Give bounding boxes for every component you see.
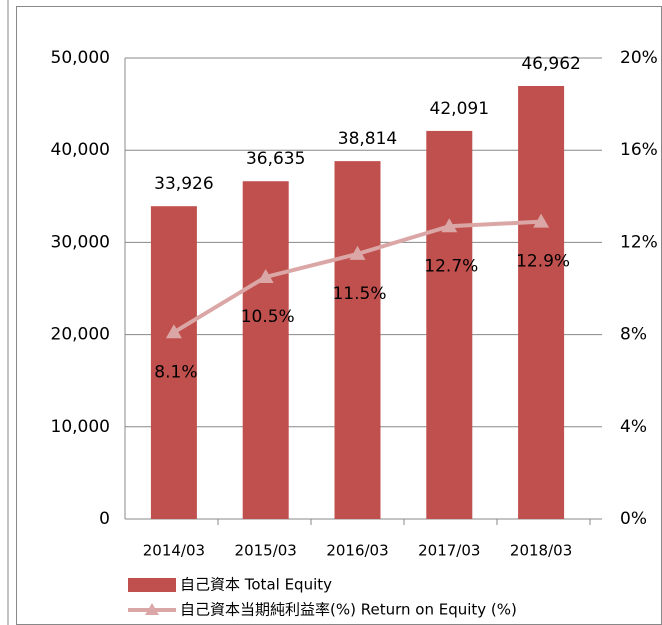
y-tick-label: 50,000: [51, 48, 110, 68]
legend-swatch: [128, 578, 176, 592]
data-label: 8.1%: [154, 362, 197, 382]
bar: [334, 161, 381, 519]
data-label: 11.5%: [332, 284, 386, 304]
x-tick-label: 2017/03: [418, 542, 480, 560]
bar: [242, 181, 289, 520]
data-label: 33,926: [154, 174, 213, 194]
marker: [441, 218, 458, 233]
data-label: 36,635: [246, 149, 305, 169]
y-tick-label: 0: [99, 509, 110, 529]
x-tick-label: 2015/03: [235, 542, 297, 560]
bar: [426, 130, 473, 520]
y2-tick-label: 8%: [620, 325, 647, 345]
y-tick-label: 30,000: [51, 232, 110, 252]
y2-tick-label: 16%: [620, 140, 658, 160]
x-tick-label: 2018/03: [510, 542, 572, 560]
marker: [533, 213, 550, 228]
data-label: 46,962: [521, 54, 580, 74]
bar: [518, 86, 565, 519]
data-label: 42,091: [430, 99, 489, 119]
legend-label: 自己資本当期純利益率(%) Return on Equity (%): [180, 601, 517, 619]
data-label: 12.9%: [516, 252, 570, 272]
data-label: 12.7%: [424, 256, 478, 276]
y-tick-label: 20,000: [51, 325, 110, 345]
marker: [349, 245, 366, 260]
y-tick-label: 40,000: [51, 140, 110, 160]
marker: [257, 268, 274, 283]
y2-tick-label: 20%: [620, 48, 658, 68]
y2-tick-label: 0%: [620, 509, 647, 529]
y2-tick-label: 12%: [620, 232, 658, 252]
marker: [165, 324, 182, 339]
legend-label: 自己資本 Total Equity: [180, 576, 332, 594]
legend-marker: [145, 603, 159, 615]
x-tick-label: 2016/03: [326, 542, 388, 560]
y-tick-label: 10,000: [51, 417, 110, 437]
x-tick-label: 2014/03: [143, 542, 205, 560]
data-label: 10.5%: [241, 307, 295, 327]
data-label: 38,814: [338, 129, 397, 149]
y2-tick-label: 4%: [620, 417, 647, 437]
bar: [150, 206, 197, 520]
